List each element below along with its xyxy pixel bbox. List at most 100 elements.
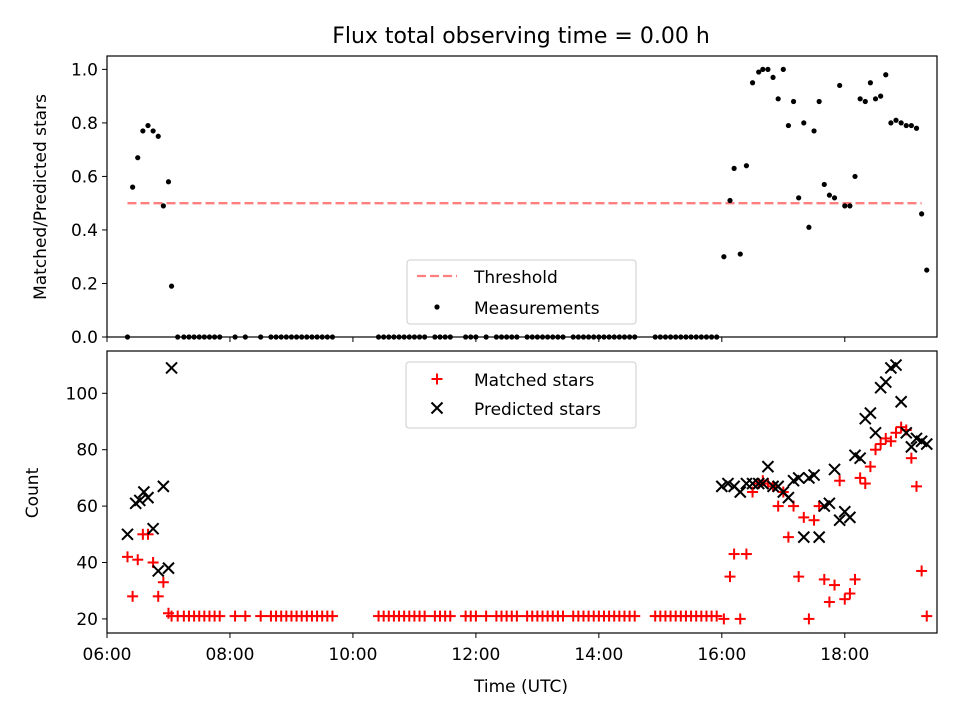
top-panel: 0.0 0.2 0.4 0.6 0.8 1.0 <box>71 55 938 348</box>
top-y-tick-label: 0.0 <box>71 328 98 348</box>
predicted-star-point <box>766 480 780 493</box>
matched-star-point <box>557 610 569 622</box>
top-y-axis-label: Matched/Predicted stars <box>31 94 51 300</box>
matched-star-point <box>818 573 830 585</box>
matched-star-point <box>782 531 794 543</box>
legend-threshold-label: Threshold <box>473 268 558 288</box>
top-y-tick-label: 0.8 <box>71 114 98 134</box>
measurement-point <box>878 93 884 99</box>
measurement-point <box>135 155 141 161</box>
measurement-point <box>801 120 807 126</box>
bottom-y-tick-label: 60 <box>76 497 98 517</box>
matched-star-point <box>859 478 871 490</box>
matched-star-point <box>511 610 523 622</box>
measurement-point <box>816 98 822 105</box>
measurement-point <box>796 195 802 201</box>
matched-star-point <box>152 590 164 602</box>
top-legend: Threshold Measurements <box>406 259 637 325</box>
measurement-point <box>883 72 889 78</box>
matched-star-point <box>916 565 928 577</box>
bottom-y-tick-label: 40 <box>76 554 98 574</box>
measurement-point <box>811 128 817 134</box>
matched-star-point <box>793 571 805 583</box>
legend-predicted-label: Predicted stars <box>474 400 601 420</box>
matched-star-point <box>711 610 723 622</box>
top-y-tick-label: 0.2 <box>71 274 98 294</box>
measurement-point <box>790 98 797 105</box>
measurement-point <box>913 125 920 131</box>
top-y-tick-label: 0.4 <box>71 221 98 241</box>
measurement-point <box>130 184 136 190</box>
predicted-star-point <box>165 361 178 375</box>
measurement-point <box>743 163 750 169</box>
measurement-point <box>731 165 737 171</box>
matched-star-point <box>849 573 861 585</box>
matched-star-point <box>875 438 887 450</box>
matched-star-point <box>772 500 784 512</box>
matched-star-point <box>157 576 169 588</box>
x-tick-label: 16:00 <box>697 645 746 665</box>
legend-measurements-label: Measurements <box>474 299 600 319</box>
matched-star-point <box>813 500 825 512</box>
predicted-star-point <box>121 528 134 541</box>
measurement-point <box>145 122 151 129</box>
matched-star-point <box>734 613 746 625</box>
measurement-point <box>785 122 792 129</box>
measurement-point <box>908 122 914 129</box>
measurement-point <box>857 96 863 102</box>
measurement-point <box>867 80 873 86</box>
measurement-point <box>775 96 781 102</box>
matched-star-point <box>718 613 730 625</box>
predicted-star-point <box>823 497 836 510</box>
x-tick-label: 10:00 <box>328 645 377 665</box>
measurement-point <box>898 120 904 126</box>
predicted-star-point <box>782 491 795 504</box>
matched-star-point <box>629 610 641 622</box>
matched-star-point <box>121 551 133 563</box>
matched-star-point <box>229 610 241 622</box>
matched-star-point <box>798 511 810 523</box>
bottom-y-tick-label: 100 <box>66 384 98 404</box>
predicted-star-point <box>761 460 775 473</box>
measurement-point <box>150 128 156 134</box>
measurement-point <box>155 133 161 139</box>
measurement-point <box>165 179 172 185</box>
measurement-point <box>780 66 786 72</box>
legend-predicted-x <box>430 401 444 415</box>
matched-star-point <box>803 613 815 625</box>
matched-star-point <box>885 435 897 447</box>
matched-star-point <box>444 610 456 622</box>
predicted-star-point <box>721 477 735 490</box>
predicted-star-point <box>157 480 170 493</box>
matched-star-point <box>239 610 251 622</box>
predicted-star-point <box>900 426 913 439</box>
measurement-point <box>837 82 843 89</box>
predicted-star-point <box>843 511 857 524</box>
predicted-star-point <box>152 564 165 578</box>
measurement-point <box>756 69 762 75</box>
x-tick-label: 14:00 <box>574 645 623 665</box>
measurement-point <box>770 74 776 81</box>
measurement-point <box>821 181 827 188</box>
predicted-star-point <box>889 358 903 372</box>
figure-title: Flux total observing time = 0.00 h <box>332 24 710 49</box>
measurement-point <box>842 203 848 209</box>
top-y-tick-label: 0.6 <box>71 167 98 187</box>
predicted-star-point <box>869 426 882 439</box>
measurement-point <box>847 203 853 209</box>
measurement-point <box>168 283 175 289</box>
matched-star-point <box>834 475 846 487</box>
legend-matched-label: Matched stars <box>474 371 594 391</box>
predicted-star-point <box>828 463 841 476</box>
matched-star-point <box>844 588 856 600</box>
predicted-star-point <box>833 513 846 527</box>
measurement-point <box>924 267 930 273</box>
measurement-point <box>760 66 766 72</box>
predicted-star-point <box>756 477 770 490</box>
measurement-point <box>721 254 727 260</box>
measurement-point <box>727 197 733 204</box>
x-tick-label: 18:00 <box>820 645 869 665</box>
predicted-star-point <box>812 530 826 544</box>
matched-star-point <box>905 452 917 464</box>
